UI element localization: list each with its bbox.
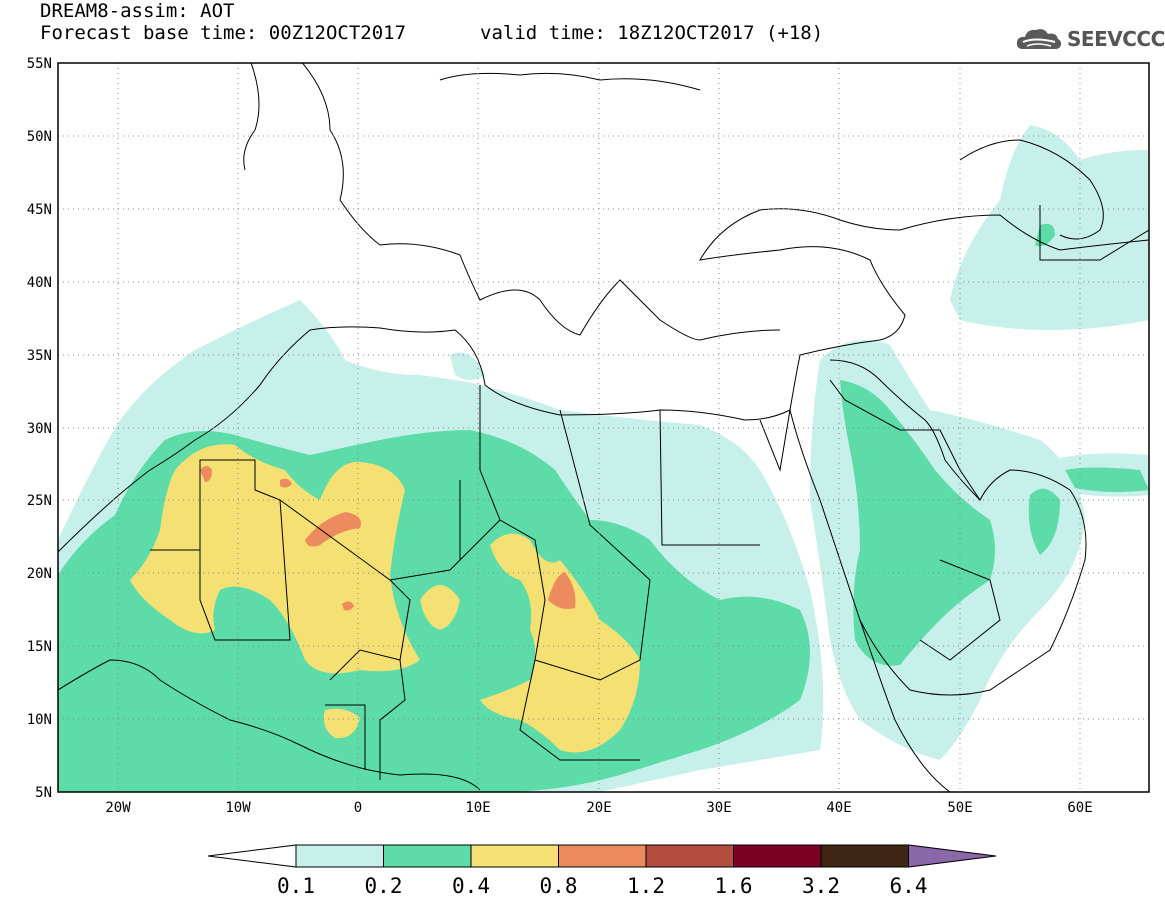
colorbar-label: 0.1	[277, 874, 315, 898]
map-frame	[57, 62, 1150, 793]
aot-band-0.8-1.2	[200, 466, 576, 611]
lat-tick: 40N	[27, 275, 52, 291]
colorbar-swatch	[470, 844, 559, 868]
lat-tick: 35N	[27, 348, 52, 364]
colorbar-label: 0.4	[452, 874, 490, 898]
lat-tick: 55N	[27, 56, 52, 72]
lat-tick: 25N	[27, 493, 52, 509]
colorbar-swatch	[558, 844, 647, 868]
lat-tick: 50N	[27, 129, 52, 145]
lon-tick: 10E	[465, 800, 490, 816]
colorbar: 0.1 0.2 0.4 0.8 1.2 1.6 3.2 6.4	[207, 844, 997, 898]
colorbar-label: 0.8	[540, 874, 578, 898]
grid	[58, 63, 1149, 792]
colorbar-arrow-right	[908, 844, 997, 868]
colorbar-swatch	[733, 844, 822, 868]
lat-tick: 45N	[27, 202, 52, 218]
cloud-logo-icon	[1016, 29, 1062, 49]
colorbar-swatch	[820, 844, 909, 868]
lat-tick: 15N	[27, 639, 52, 655]
colorbar-label: 3.2	[802, 874, 840, 898]
lon-tick: 30E	[706, 800, 731, 816]
forecast-base-time: Forecast base time: 00Z12OCT2017	[40, 22, 407, 44]
lon-tick: 40E	[826, 800, 851, 816]
colorbar-swatch	[383, 844, 472, 868]
lon-tick: 60E	[1067, 800, 1092, 816]
lat-tick: 20N	[27, 566, 52, 582]
logo-text: SEEVCCC	[1067, 27, 1165, 51]
colorbar-label: 1.2	[627, 874, 665, 898]
aot-band-0.4-0.8	[130, 444, 640, 753]
coastlines-borders	[58, 63, 1149, 792]
lon-tick: 20E	[586, 800, 611, 816]
map-title: DREAM8-assim: AOT	[40, 0, 235, 22]
colorbar-swatch	[295, 844, 384, 868]
valid-time: valid time: 18Z12OCT2017 (+18)	[480, 22, 824, 44]
lat-tick: 5N	[35, 785, 52, 801]
colorbar-swatch	[645, 844, 734, 868]
colorbar-label: 6.4	[890, 874, 928, 898]
lon-tick-labels: 20W 10W 0 10E 20E 30E 40E 50E 60E	[105, 800, 1092, 816]
lon-tick: 10W	[225, 800, 251, 816]
colorbar-label: 0.2	[365, 874, 403, 898]
colorbar-label: 1.6	[715, 874, 753, 898]
lat-tick: 30N	[27, 421, 52, 437]
colorbar-arrow-left	[207, 844, 297, 868]
lon-tick: 50E	[947, 800, 972, 816]
lon-tick: 0	[354, 800, 362, 816]
seevccc-logo: SEEVCCC	[1015, 22, 1165, 56]
lat-tick-labels: 5N 10N 15N 20N 25N 30N 35N 40N 45N 50N 5…	[27, 56, 52, 801]
aot-fields	[58, 125, 1149, 792]
lon-tick: 20W	[105, 800, 131, 816]
lat-tick: 10N	[27, 712, 52, 728]
